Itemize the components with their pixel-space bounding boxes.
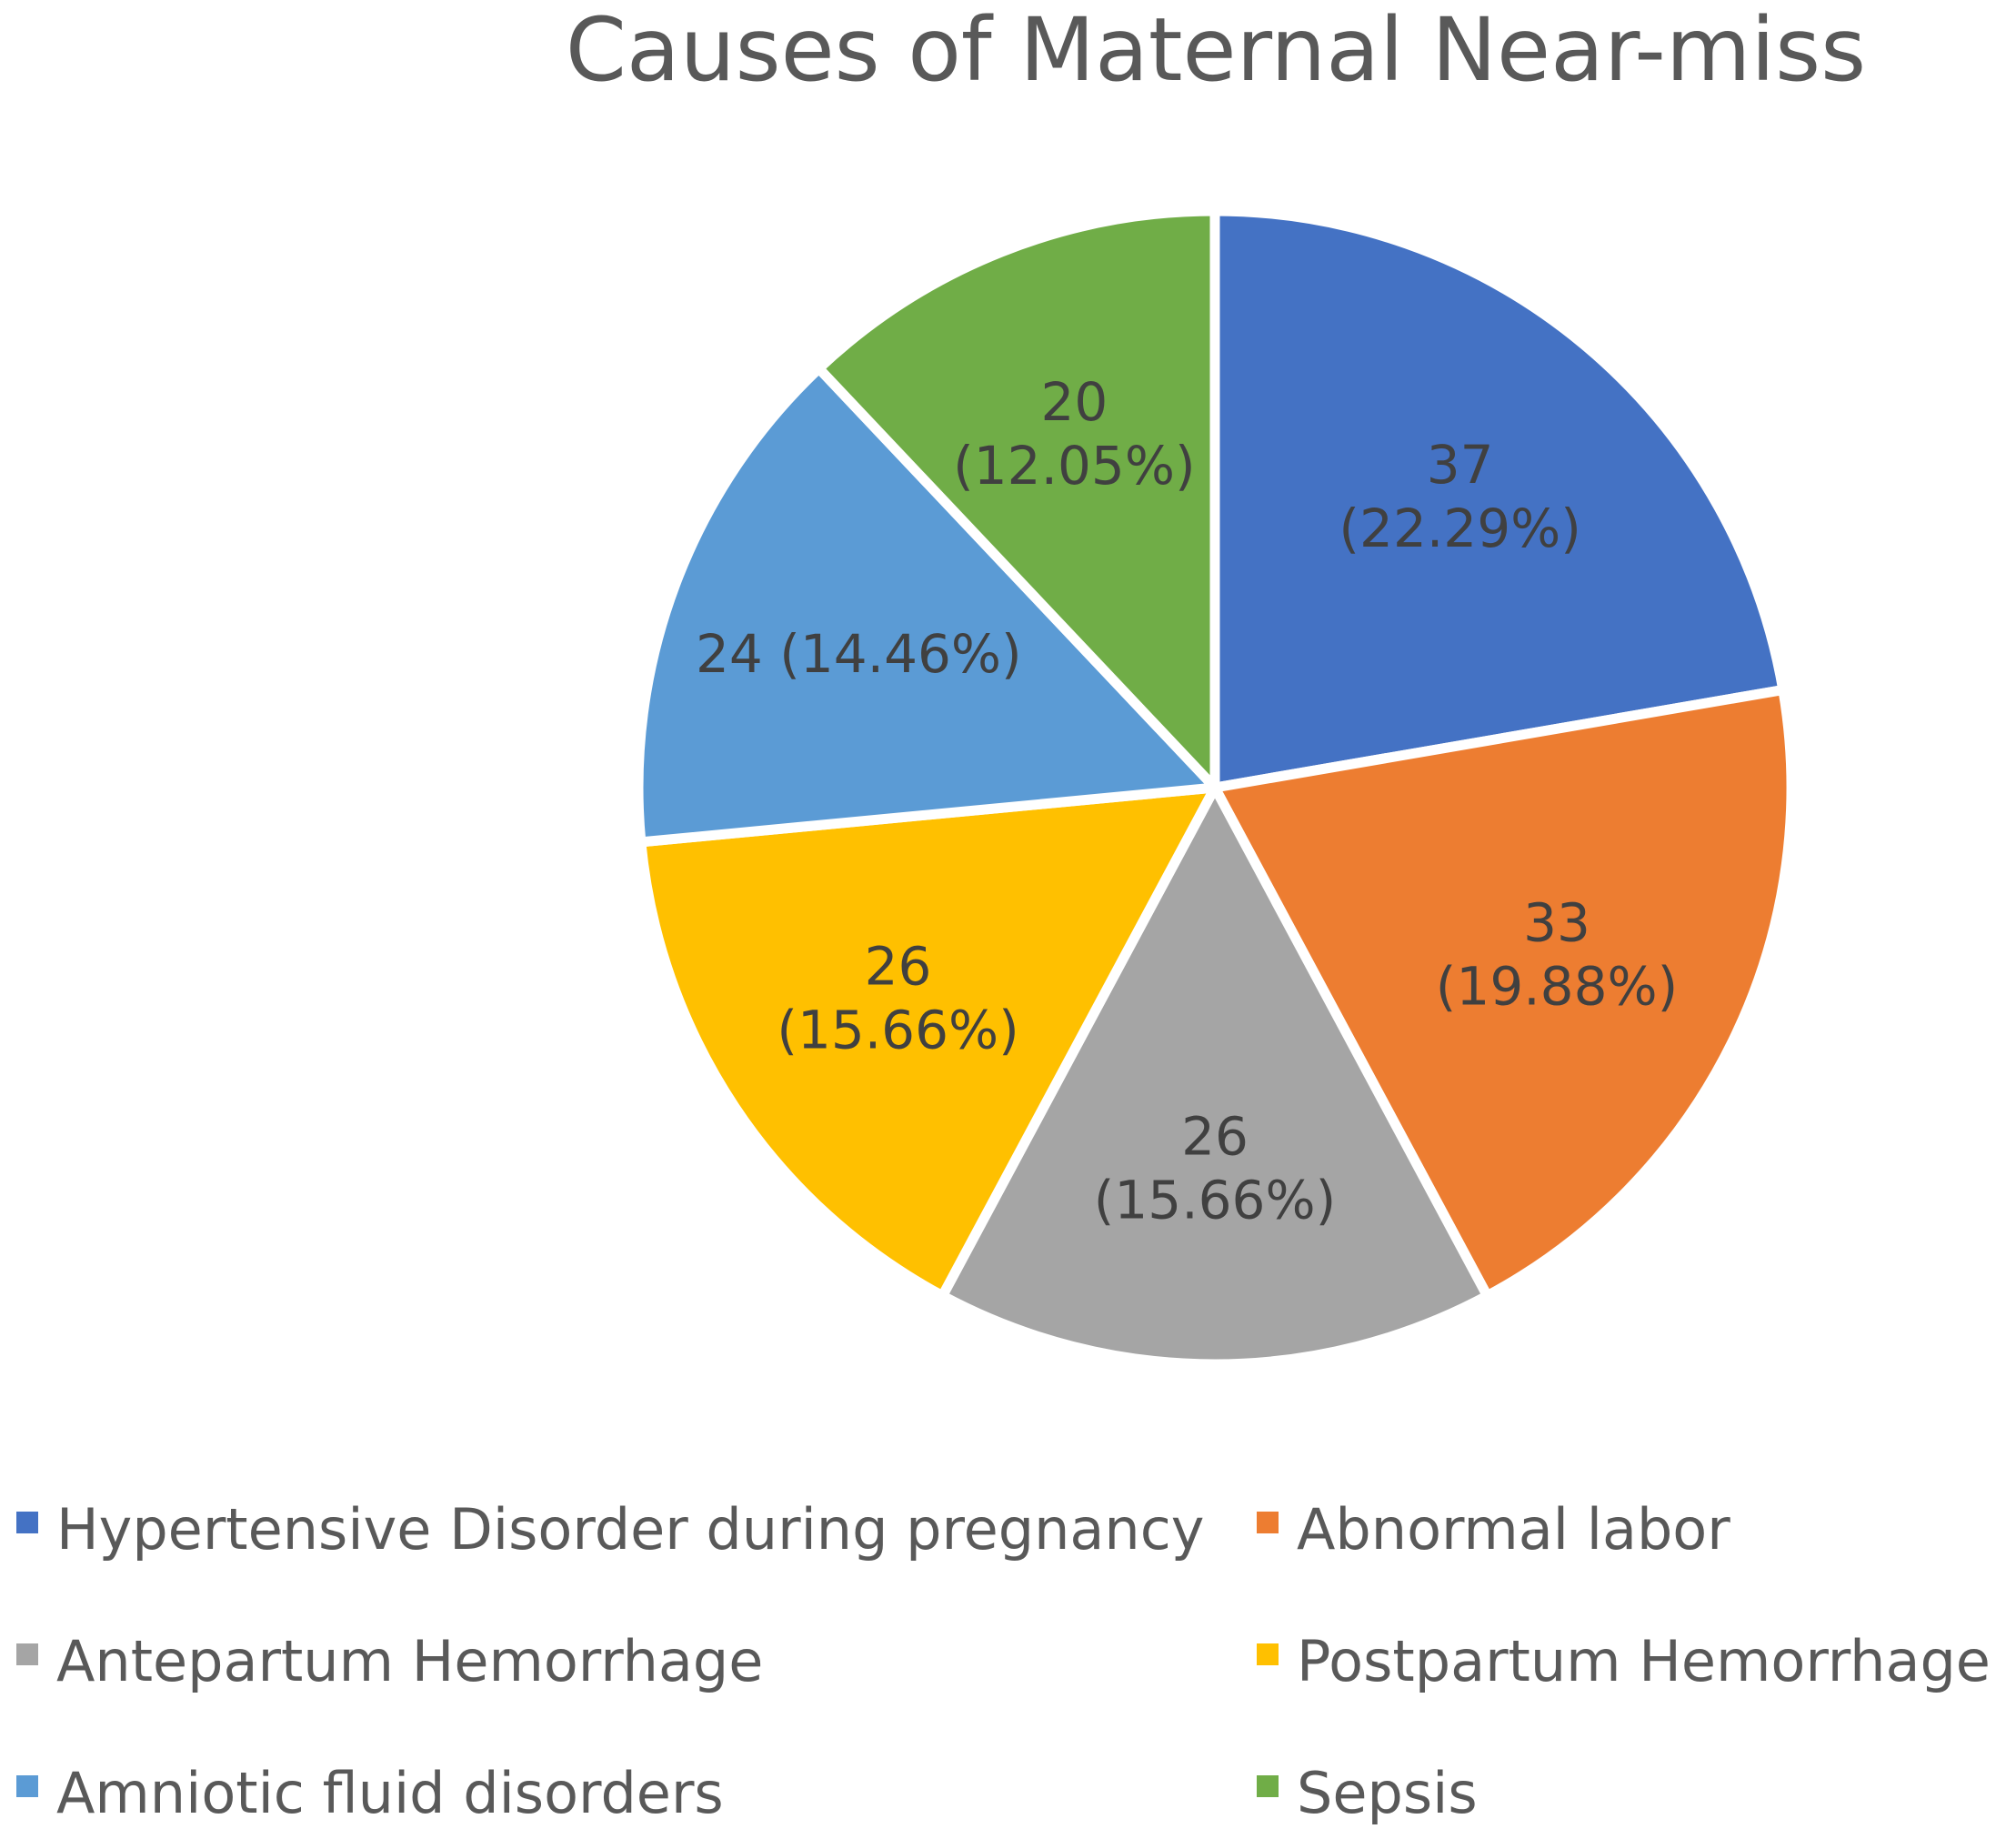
legend: Hypertensive Disorder during pregnancy Ab… [16,1496,1991,1826]
data-label-line: (15.66%) [777,1000,1018,1061]
pie-slice-postpartum-hemorrhage [636,782,1220,1301]
legend-label: Amniotic fluid disorders [56,1760,724,1826]
legend-swatch [16,1643,38,1665]
data-label-line: 26 [865,936,932,998]
data-label-abnormal-labor: 33 (19.88%) [1436,892,1678,1018]
data-label-line: 33 [1523,892,1590,954]
legend-label: Hypertensive Disorder during pregnancy [56,1496,1205,1563]
legend-label: Antepartum Hemorrhage [56,1628,763,1694]
legend-swatch [16,1512,38,1533]
legend-item-sepsis: Sepsis [1257,1760,1478,1826]
pie-slices [633,206,1797,1370]
legend-label: Sepsis [1297,1760,1478,1826]
data-label-line: (22.29%) [1339,497,1580,559]
data-label-sepsis: 20 (12.05%) [953,371,1195,497]
data-label-line: (12.05%) [953,435,1195,497]
pie-slice-hypertensive-disorder-during-pregnancy [1209,206,1789,793]
chart-title: Causes of Maternal Near-miss [566,0,1866,101]
legend-label: Postpartum Hemorrhage [1297,1628,1991,1694]
data-label-antepartum-hemorrhage: 26 (15.66%) [1094,1105,1336,1231]
legend-item-abnormal-labor: Abnormal labor [1257,1496,1730,1563]
data-label-amniotic-fluid-disorders: 24 (14.46%) [696,623,1022,685]
legend-item-antepartum-hemorrhage: Antepartum Hemorrhage [16,1628,763,1694]
legend-swatch [1257,1643,1279,1665]
data-label-hypertensive-disorder-during-pregnancy: 37 (22.29%) [1339,434,1580,559]
data-label-line: 37 [1427,434,1494,496]
legend-item-amniotic-fluid-disorders: Amniotic fluid disorders [16,1760,724,1826]
data-label-line: 20 [1040,371,1108,433]
pie-slice-abnormal-labor [1209,685,1797,1301]
legend-swatch [16,1775,38,1797]
slice-data-labels: 37 (22.29%)33 (19.88%)26 (15.66%)26 (15.66%)… [696,371,1678,1231]
legend-swatch [1257,1775,1279,1797]
data-label-line: (15.66%) [1094,1169,1336,1231]
legend-item-postpartum-hemorrhage: Postpartum Hemorrhage [1257,1628,1991,1694]
pie-slice-sepsis [814,206,1220,793]
pie-slice-antepartum-hemorrhage [937,782,1493,1370]
legend-item-hypertensive-disorder-during-pregnancy: Hypertensive Disorder during pregnancy [16,1496,1205,1563]
legend-label: Abnormal labor [1297,1496,1730,1563]
legend-swatch [1257,1512,1279,1533]
data-label-line: 24 (14.46%) [696,623,1022,685]
data-label-line: (19.88%) [1436,956,1678,1018]
data-label-postpartum-hemorrhage: 26 (15.66%) [777,936,1018,1061]
pie-slice-amniotic-fluid-disorders [633,363,1220,848]
data-label-line: 26 [1181,1105,1249,1167]
